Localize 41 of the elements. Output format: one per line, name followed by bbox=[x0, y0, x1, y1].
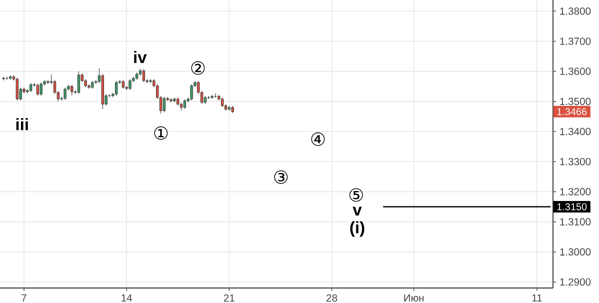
y-tick-label: 1.3800 bbox=[560, 7, 591, 15]
x-tick-label: 21 bbox=[224, 294, 234, 302]
candlestick bbox=[64, 87, 66, 100]
candlestick bbox=[36, 83, 40, 96]
y-tick-label: 1.3600 bbox=[560, 68, 591, 75]
y-tick-label: 1.3000 bbox=[560, 248, 591, 256]
candlestick bbox=[142, 68, 146, 82]
y-tick-label: 1.3200 bbox=[560, 188, 591, 196]
y-tick-label: 1.3400 bbox=[560, 128, 591, 136]
candlestick bbox=[70, 84, 74, 96]
candlestick bbox=[115, 80, 118, 96]
annotation: ③ bbox=[274, 170, 288, 184]
candlestick bbox=[30, 82, 32, 92]
candlestick bbox=[162, 96, 166, 113]
candlestick bbox=[190, 84, 193, 101]
annotation: ④ bbox=[311, 132, 325, 146]
candlestick bbox=[183, 98, 186, 110]
x-tick-label: 28 bbox=[326, 294, 338, 302]
annotation: ① bbox=[154, 126, 168, 140]
annotation: ② bbox=[191, 61, 205, 75]
text: 1.3150 bbox=[557, 203, 587, 210]
annotation: (i) bbox=[350, 221, 364, 237]
text: 1.3466 bbox=[557, 108, 587, 116]
candlestick bbox=[77, 70, 80, 94]
y-tick-label: 1.3700 bbox=[560, 38, 591, 45]
x-tick-label: 7 bbox=[22, 294, 26, 302]
candlestick bbox=[128, 78, 132, 90]
y-tick-label: 1.3300 bbox=[560, 158, 591, 166]
candlestick bbox=[40, 82, 42, 96]
annotation: ⑤ bbox=[349, 188, 363, 202]
y-tick-label: 1.2900 bbox=[560, 278, 591, 286]
annotation: iv bbox=[134, 51, 147, 64]
y-tick-label: 1.3500 bbox=[560, 98, 591, 106]
annotation: iii bbox=[16, 118, 28, 130]
x-tick-label: 11 bbox=[532, 294, 542, 302]
x-tick-label: Июн bbox=[404, 294, 424, 302]
candlestick bbox=[221, 97, 224, 108]
x-tick-label: 14 bbox=[122, 294, 132, 302]
y-tick-label: 1.3100 bbox=[560, 218, 591, 226]
candlestick bbox=[16, 77, 18, 101]
annotation: v bbox=[352, 206, 362, 216]
